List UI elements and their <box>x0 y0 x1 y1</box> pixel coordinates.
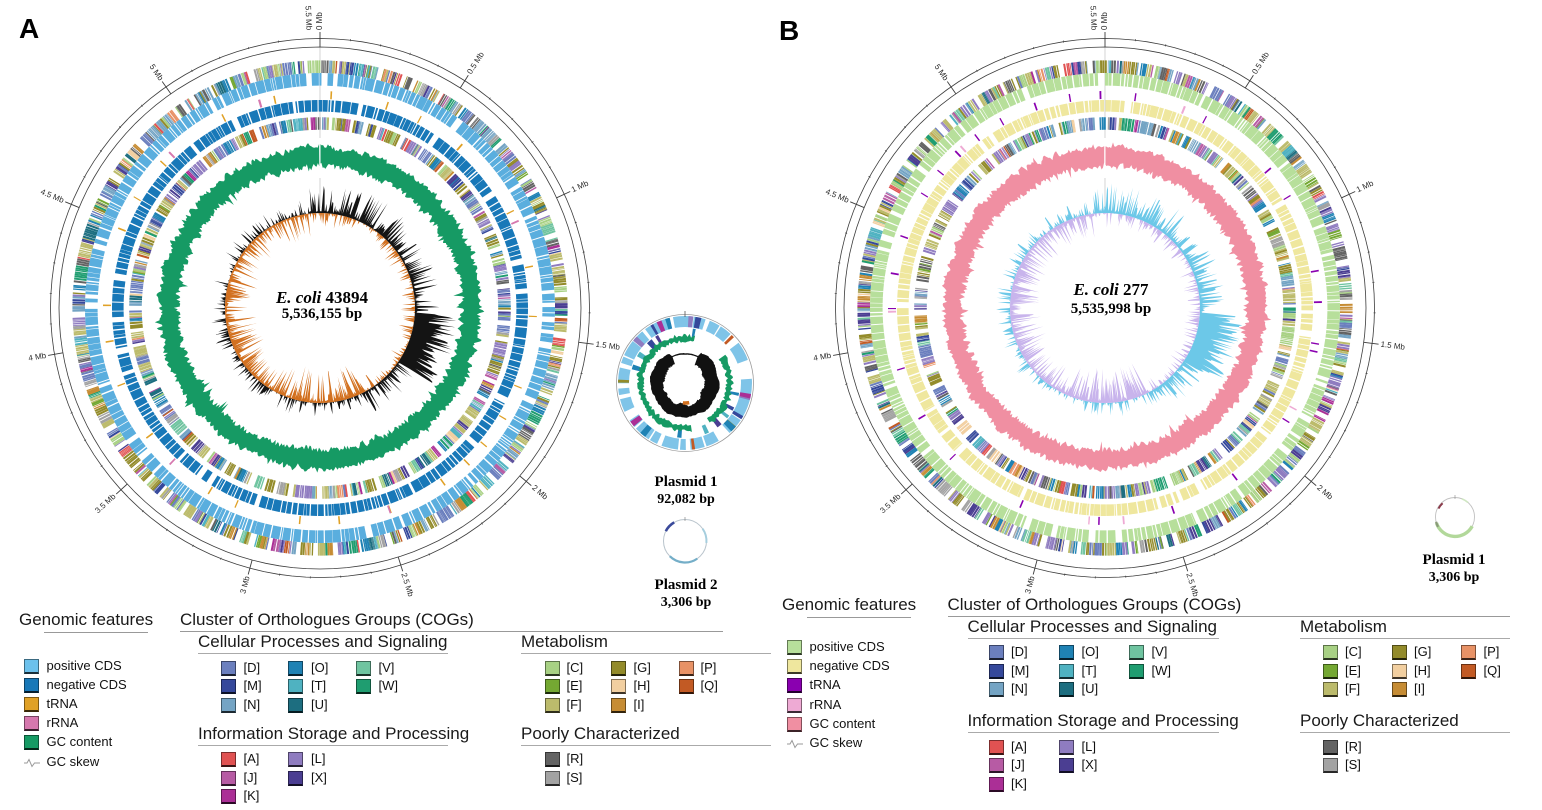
svg-text:3.5 Mb: 3.5 Mb <box>93 492 118 516</box>
svg-text:1 Mb: 1 Mb <box>1355 178 1375 194</box>
svg-text:1.5 Mb: 1.5 Mb <box>1380 340 1406 352</box>
svg-text:0.5 Mb: 0.5 Mb <box>465 50 486 76</box>
svg-text:1 Mb: 1 Mb <box>570 178 590 194</box>
svg-text:3.5 Mb: 3.5 Mb <box>878 492 903 516</box>
svg-text:1.5 Mb: 1.5 Mb <box>595 340 621 352</box>
svg-text:4 Mb: 4 Mb <box>28 351 48 363</box>
svg-text:0 Mb: 0 Mb <box>1100 12 1109 30</box>
svg-text:2 Mb: 2 Mb <box>1315 483 1335 502</box>
svg-text:4.5 Mb: 4.5 Mb <box>824 187 851 205</box>
svg-text:2 Mb: 2 Mb <box>530 483 550 502</box>
svg-text:0.5 Mb: 0.5 Mb <box>1250 50 1271 76</box>
svg-text:5 Mb: 5 Mb <box>148 63 166 83</box>
svg-text:3 Mb: 3 Mb <box>238 575 251 595</box>
svg-text:4 Mb: 4 Mb <box>813 351 833 363</box>
svg-text:5.5 Mb: 5.5 Mb <box>303 6 313 31</box>
svg-text:0 Mb: 0 Mb <box>315 12 324 30</box>
svg-text:5 Mb: 5 Mb <box>933 63 951 83</box>
svg-text:5.5 Mb: 5.5 Mb <box>1089 6 1099 31</box>
svg-text:4.5 Mb: 4.5 Mb <box>39 187 66 205</box>
svg-text:2.5 Mb: 2.5 Mb <box>399 572 415 599</box>
svg-text:3 Mb: 3 Mb <box>1023 575 1036 595</box>
